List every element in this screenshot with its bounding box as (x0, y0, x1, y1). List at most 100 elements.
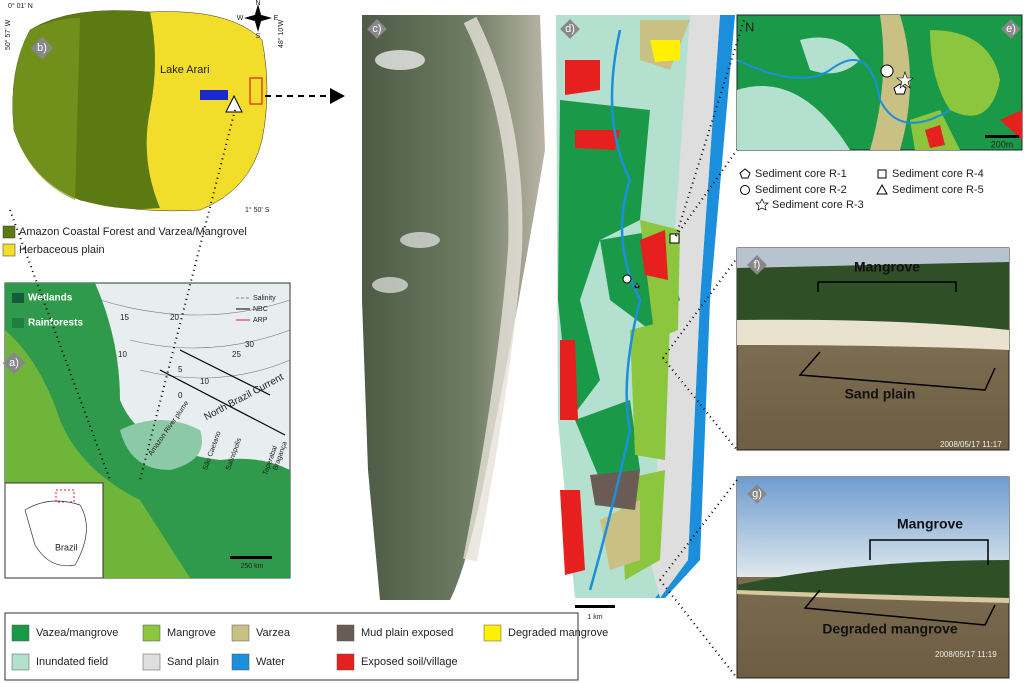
label: Wetlands (28, 293, 73, 304)
shape (99, 299, 291, 379)
shape (870, 15, 910, 150)
shape (925, 125, 945, 148)
label: b) (37, 42, 47, 54)
shape (367, 19, 387, 39)
shape (737, 560, 1009, 598)
marker (896, 71, 914, 89)
shape (12, 293, 24, 303)
shape (650, 40, 680, 62)
panel-f: f) Mangrove Sand plain 2008/05/17 11:17 (736, 247, 1010, 451)
cloud (375, 50, 425, 70)
legend-label: Mud plain exposed (361, 627, 453, 639)
shape (12, 318, 24, 328)
legend-swatch (231, 653, 250, 671)
legend-swatch (142, 653, 161, 671)
contour-label: 0 (178, 391, 183, 400)
shape (798, 351, 996, 391)
shape (737, 86, 850, 150)
satellite-image (362, 15, 545, 600)
shape (662, 257, 738, 451)
label: a) (9, 357, 19, 369)
shape (4, 482, 104, 579)
shape (985, 135, 1019, 138)
label: Brazil (55, 542, 78, 552)
legend-b: Amazon Coastal Forest and Varzea/Mangrov… (2, 225, 247, 257)
label: W (237, 15, 244, 22)
shape (30, 36, 54, 60)
contour-label: 15 (120, 313, 129, 322)
label: Mangrove (897, 516, 963, 532)
vazea-mangrove (558, 100, 650, 420)
cloud (372, 277, 408, 293)
marker (244, 14, 272, 22)
shape (737, 248, 1009, 268)
legend-swatch (11, 624, 30, 642)
label: E (274, 15, 279, 22)
panel-a: a) Wetlands Rainforests Salinity NBC ARP 1… (2, 282, 291, 579)
legend-swatch (11, 653, 30, 671)
marker (633, 282, 641, 289)
shape (869, 539, 989, 565)
label: 1° 50' S (245, 206, 270, 214)
shape (930, 30, 1000, 116)
shape (747, 255, 767, 275)
panel-g: g) Mangrove Degraded mangrove 2008/05/17… (736, 476, 1010, 679)
shape (747, 484, 767, 504)
legend-label: Sand plain (167, 656, 219, 668)
shape (575, 605, 615, 608)
legend-label: Mangrove (167, 627, 216, 639)
shape (737, 590, 1009, 603)
line (179, 349, 271, 396)
shape (803, 589, 996, 626)
core-label: Sediment core R-2 (755, 184, 847, 196)
shape (24, 500, 87, 567)
exposed-soil (565, 60, 600, 95)
sand-plain (650, 15, 720, 598)
label: d) (565, 23, 575, 35)
compass: N W E S (237, 0, 279, 40)
core-symbol (877, 169, 887, 179)
label: N (745, 19, 754, 34)
marajo (120, 420, 202, 470)
shape (630, 320, 670, 460)
shape (55, 489, 75, 503)
label: e) (1006, 23, 1016, 35)
contour-label: 5 (178, 365, 183, 374)
label: 1 km (587, 614, 602, 621)
core-symbol (755, 198, 769, 211)
legend: Vazea/mangrove Mangrove Varzea Mud plain ex… (11, 624, 608, 671)
label: N (255, 0, 260, 7)
forest-west (12, 18, 80, 200)
shape (659, 479, 738, 679)
shape (800, 37, 860, 74)
marker (880, 64, 894, 78)
contour-label: 10 (118, 350, 127, 359)
legend-swatch (142, 624, 161, 642)
core-label: Sediment core R-5 (892, 184, 984, 196)
label: 48° 10'W (277, 19, 285, 48)
legend-label: Exposed soil/village (361, 656, 458, 668)
cloud (400, 232, 440, 248)
key: Salinity NBC ARP (236, 295, 276, 324)
panel-b: b) 0° 01' N 50° 57' W 48° 10'W 1° 50' S … (4, 0, 345, 214)
key-label: Salinity (253, 295, 276, 302)
core-symbol (739, 168, 751, 179)
label: 200m (991, 139, 1014, 149)
legend-swatch (336, 624, 355, 642)
contour-label: 25 (232, 350, 241, 359)
shape (669, 233, 680, 244)
shape (230, 556, 272, 559)
legend-swatch (2, 243, 16, 257)
legend-swatch (231, 624, 250, 642)
shape (640, 230, 668, 280)
panel-e: N e) 200m (736, 14, 1023, 151)
label: f) (754, 259, 761, 271)
marker (622, 274, 632, 284)
label: 250 km (241, 563, 264, 570)
core-symbol (740, 185, 750, 195)
legend-label: Vazea/mangrove (36, 627, 118, 639)
contour-label: 20 (170, 313, 179, 322)
contours: 15 20 10 5 10 0 30 25 (118, 313, 254, 400)
